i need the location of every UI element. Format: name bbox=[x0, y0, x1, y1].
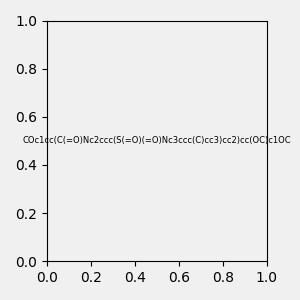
Text: COc1cc(C(=O)Nc2ccc(S(=O)(=O)Nc3ccc(C)cc3)cc2)cc(OC)c1OC: COc1cc(C(=O)Nc2ccc(S(=O)(=O)Nc3ccc(C)cc3… bbox=[22, 136, 291, 146]
